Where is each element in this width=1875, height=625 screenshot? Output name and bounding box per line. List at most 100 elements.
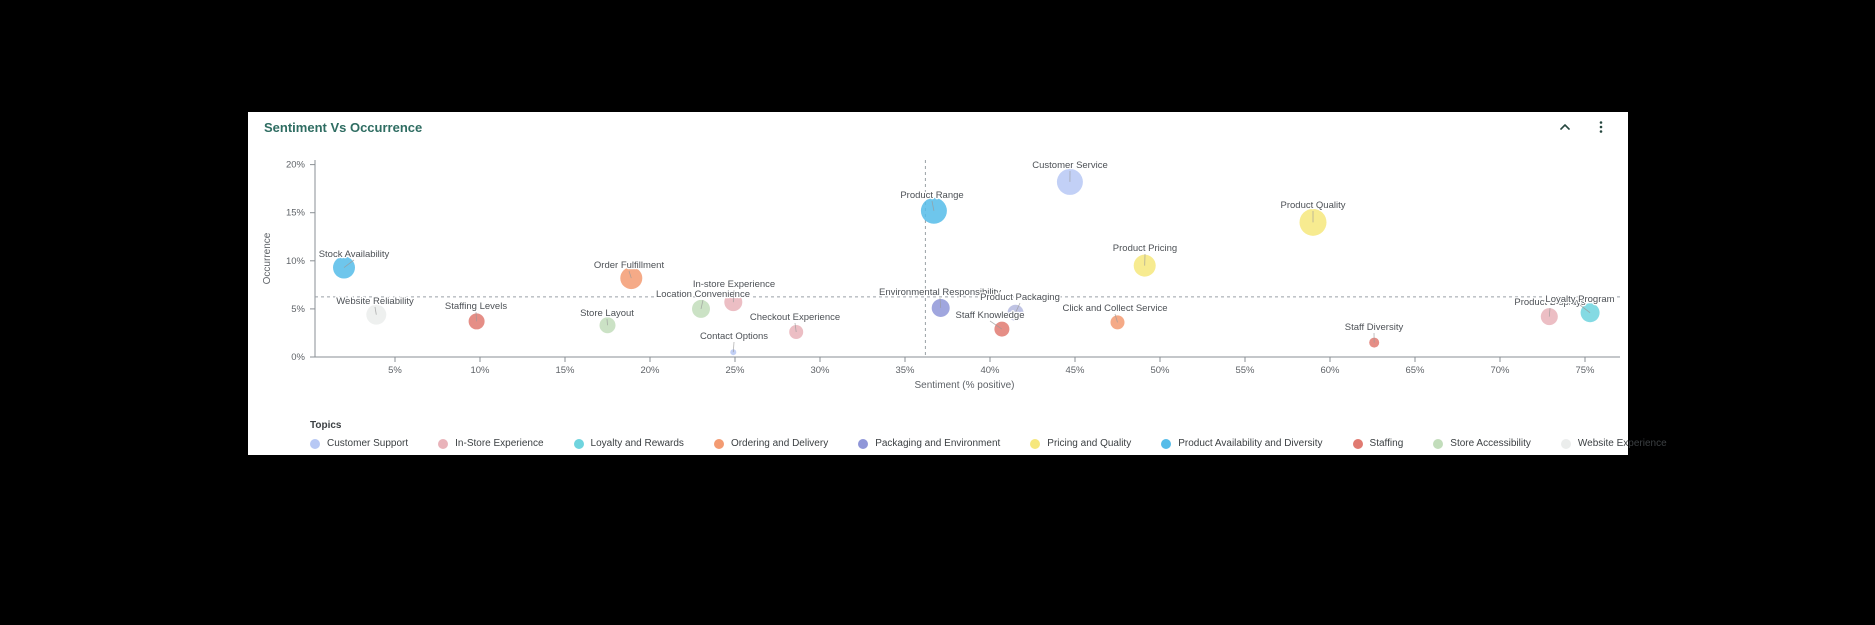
legend-color-dot (310, 438, 320, 449)
legend-item-packaging-and-environment[interactable]: Packaging and Environment (858, 438, 1000, 449)
legend-title: Topics (310, 420, 342, 431)
bubble-label: Location Convenience (656, 289, 750, 300)
legend-item-label: Loyalty and Rewards (590, 438, 684, 449)
bubble-contact-options[interactable] (730, 349, 737, 356)
chart-card: Sentiment Vs Occurrence 5% 10% 15% 20% 25% 30… (248, 112, 1667, 455)
bubble-label: Staff Knowledge (955, 310, 1024, 321)
y-tick-label: 20% (286, 160, 306, 171)
legend-color-dot (1433, 438, 1444, 449)
legend-item-product-availability-and-diversity[interactable]: Product Availability and Diversity (1161, 438, 1323, 449)
bubble-label: Environmental Responsibility (879, 287, 1001, 298)
y-tick-label: 0% (291, 352, 305, 363)
legend-item-customer-support[interactable]: Customer Support (310, 438, 408, 449)
x-tick-label: 35% (895, 365, 915, 376)
bubble-product-quality[interactable] (1299, 208, 1327, 236)
legend-item-label: Store Accessibility (1450, 438, 1531, 449)
legend-item-website-experience[interactable]: Website Experience (1560, 438, 1667, 449)
bubble-leader-line (475, 311, 477, 322)
legend-item-label: Staffing (1369, 438, 1404, 449)
bubble-label: Order Fulfillment (594, 260, 665, 271)
legend-item-ordering-and-delivery[interactable]: Ordering and Delivery (713, 438, 829, 449)
bubble-label: Click and Collect Service (1062, 303, 1167, 314)
legend-color-dot (858, 438, 869, 449)
x-tick-label: 15% (555, 365, 575, 376)
kebab-menu-icon[interactable] (1592, 118, 1610, 136)
bubble-leader-line (794, 322, 797, 333)
legend-item-label: Customer Support (327, 438, 409, 449)
x-axis-title: Sentiment (% positive) (914, 380, 1014, 391)
collapse-chevron-up-icon[interactable] (1556, 118, 1574, 136)
bubble-label: Staffing Levels (445, 301, 507, 312)
x-tick-label: 30% (810, 365, 830, 376)
chart-title: Sentiment Vs Occurrence (264, 120, 423, 135)
x-tick-label: 10% (470, 365, 490, 376)
bubble-in-store-experience[interactable] (724, 293, 743, 312)
x-tick-label: 75% (1575, 365, 1595, 376)
legend-item-loyalty-and-rewards[interactable]: Loyalty and Rewards (573, 438, 684, 449)
bubble-leader-line (939, 297, 942, 308)
bubble-label: Stock Availability (319, 249, 390, 260)
bubble-leader-line (374, 306, 377, 315)
legend-color-dot (1560, 438, 1571, 449)
legend-color-dot (573, 438, 584, 449)
bubble-label: Product Pricing (1113, 243, 1177, 254)
bubble-leader-line (700, 299, 704, 309)
bubble-leader-line (606, 318, 608, 326)
bubble-leader-line (1114, 313, 1118, 323)
legend-item-store-accessibility[interactable]: Store Accessibility (1433, 438, 1531, 449)
x-tick-label: 65% (1405, 365, 1425, 376)
bubble-leader-line (732, 341, 735, 353)
x-tick-label: 40% (980, 365, 1000, 376)
legend-color-dot (1030, 438, 1041, 449)
bubble-product-pricing[interactable] (1133, 254, 1156, 277)
legend-item-label: Packaging and Environment (875, 438, 1001, 449)
legend-item-label: Website Experience (1577, 438, 1667, 449)
x-tick-label: 70% (1490, 365, 1510, 376)
y-tick-label: 10% (286, 256, 306, 267)
bubble-website-reliability[interactable] (366, 304, 387, 325)
x-tick-label: 25% (725, 365, 745, 376)
bubble-leader-line (1015, 302, 1021, 313)
x-tick-label: 45% (1065, 365, 1085, 376)
bubble-leader-line (931, 200, 935, 211)
bubble-chart-plot: 5% 10% 15% 20% 25% 30% 35% 40% 45% 50% 55% 60% 65% 70… (262, 159, 1620, 391)
legend-color-dot (1352, 438, 1363, 449)
bubble-label: Store Layout (580, 308, 634, 319)
bubble-label: Staff Diversity (1345, 322, 1404, 333)
x-tick-label: 20% (640, 365, 660, 376)
card-actions (1556, 118, 1610, 136)
bubble-staffing-levels[interactable] (468, 313, 485, 330)
legend-color-dot (438, 438, 449, 449)
legend-item-pricing-and-quality[interactable]: Pricing and Quality (1030, 438, 1131, 449)
x-tick-label: 50% (1150, 365, 1170, 376)
legend-color-dot (1161, 438, 1172, 449)
bubble-leader-line (1548, 307, 1551, 317)
bubble-label: Customer Service (1032, 160, 1108, 171)
bubble-label: Product Packaging (980, 292, 1060, 303)
legend-item-label: Pricing and Quality (1047, 438, 1132, 449)
bubble-leader-line (343, 259, 355, 268)
bubble-label: In-store Experience (693, 279, 775, 290)
y-axis-title: Occurrence (262, 232, 273, 284)
x-tick-label: 5% (388, 365, 402, 376)
bubble-label: Contact Options (700, 331, 768, 342)
legend-item-in-store-experience[interactable]: In-Store Experience (438, 438, 544, 449)
legend-item-label: Ordering and Delivery (730, 438, 829, 449)
legend-item-staffing[interactable]: Staffing (1352, 438, 1404, 449)
bubble-label: Loyalty Program (1545, 294, 1614, 305)
bubble-label: Product Displays (1514, 297, 1586, 308)
bubble-label: Website Reliability (336, 296, 414, 307)
legend-color-dot (713, 438, 724, 449)
bubble-leader-line (628, 270, 632, 279)
y-tick-label: 15% (286, 208, 306, 219)
bubble-label: Checkout Experience (750, 312, 840, 323)
x-tick-label: 60% (1320, 365, 1340, 376)
bubble-environmental-responsibility[interactable] (931, 298, 950, 317)
legend-items: Customer Support In-Store Experience Loyal… (310, 438, 1667, 449)
chart-legend: Topics Customer Support In-Store Experien… (310, 420, 1667, 449)
bubble-leader-line (989, 320, 1003, 330)
y-tick-label: 5% (291, 304, 305, 315)
bubble-label: Product Quality (1281, 200, 1346, 211)
bubble-label: Product Range (900, 190, 963, 201)
legend-item-label: Product Availability and Diversity (1178, 438, 1323, 449)
